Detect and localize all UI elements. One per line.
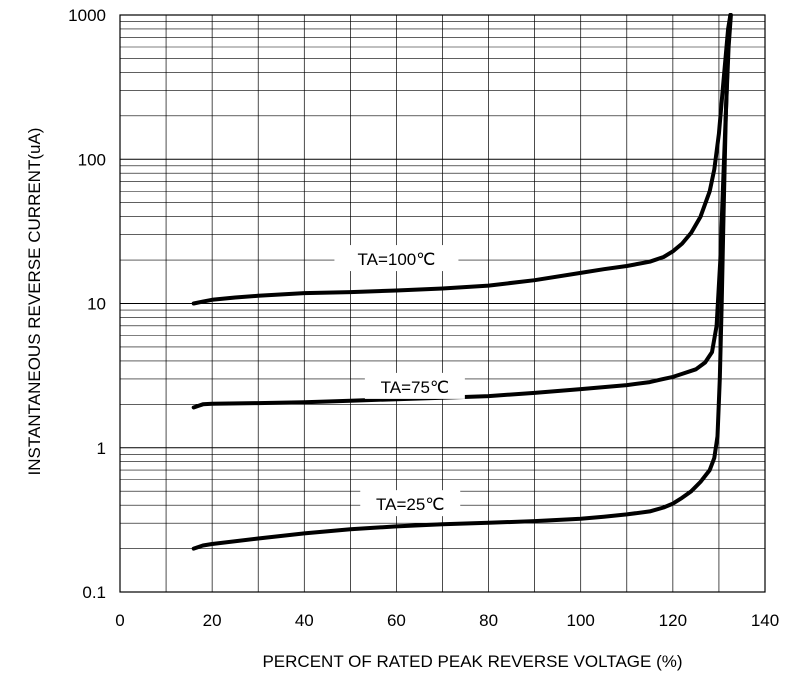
- series-line: [191, 13, 733, 410]
- x-tick-label: 120: [659, 611, 687, 630]
- x-axis-title: PERCENT OF RATED PEAK REVERSE VOLTAGE (%…: [262, 652, 682, 671]
- x-tick-label: 80: [479, 611, 498, 630]
- plot-frame: [119, 14, 766, 593]
- x-tick-label: 60: [387, 611, 406, 630]
- x-tick-label: 140: [751, 611, 779, 630]
- y-tick-label: 1000: [68, 6, 106, 25]
- y-tick-label: 100: [78, 150, 106, 169]
- x-tick-label: 0: [115, 611, 124, 630]
- curve-label: TA=75℃: [381, 378, 449, 397]
- curve-label-bg: [360, 490, 461, 517]
- y-tick-label: 1: [97, 439, 106, 458]
- y-tick-label: 0.1: [82, 583, 106, 602]
- curve-label-bg: [364, 372, 465, 399]
- series-line: [191, 13, 733, 306]
- x-tick-label: 40: [295, 611, 314, 630]
- curve-labels: TA=100℃ TA=75℃ TA=25℃: [334, 245, 465, 517]
- curve-label-bg: [334, 245, 459, 272]
- curve-label: TA=100℃: [357, 250, 435, 269]
- x-tick-label: 20: [203, 611, 222, 630]
- y-axis-title: INSTANTANEOUS REVERSE CURRENT(uA): [25, 128, 44, 476]
- tick-labels: 0 20 40 60 80 100 120 140 0.1 1 10 100 1000: [68, 6, 779, 630]
- curve-label: TA=25℃: [376, 495, 444, 514]
- y-tick-label: 10: [87, 295, 106, 314]
- series-layer: [191, 13, 733, 551]
- series-line: [191, 13, 733, 551]
- x-tick-label: 100: [567, 611, 595, 630]
